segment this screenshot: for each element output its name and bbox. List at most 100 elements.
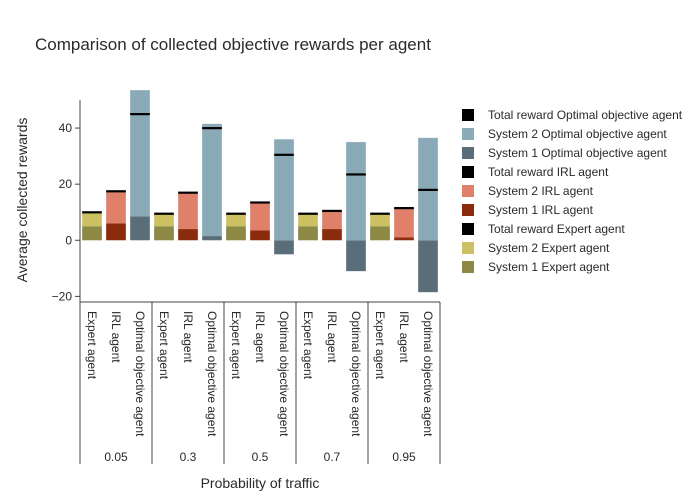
bar-system-1-optimal-objective-agent-0-5	[274, 240, 294, 255]
legend-swatch	[462, 147, 474, 159]
legend-label: System 1 Optimal objective agent	[488, 146, 667, 160]
x-tick-label: Expert agent	[229, 311, 243, 380]
legend-item-system-1-irl-agent[interactable]: System 1 IRL agent	[462, 203, 594, 217]
marker-total-reward-optimal-objective-agent-0-5	[274, 153, 294, 156]
bar-system-2-expert-agent-0-95	[370, 213, 390, 227]
bar-system-2-expert-agent-0-7	[298, 213, 318, 227]
legend-item-total-reward-optimal-objective-agent[interactable]: Total reward Optimal objective agent	[462, 108, 683, 122]
bar-system-2-optimal-objective-agent-0-7	[346, 142, 366, 241]
bar-system-1-optimal-objective-agent-0-95	[418, 240, 438, 293]
bar-system-1-optimal-objective-agent-0-3	[202, 236, 222, 241]
x-tick-label: Expert agent	[85, 311, 99, 380]
bar-system-2-optimal-objective-agent-0-3	[202, 123, 222, 237]
legend-label: System 1 Expert agent	[488, 260, 610, 274]
y-axis: −20 0 20 40	[52, 100, 81, 303]
bar-system-2-expert-agent-0-5	[226, 213, 246, 227]
bar-system-1-optimal-objective-agent-0-05	[130, 216, 150, 241]
bar-system-1-expert-agent-0-3	[154, 226, 174, 241]
bar-system-2-irl-agent-0-3	[178, 192, 198, 230]
group-label: 0.7	[324, 450, 341, 464]
marker-total-reward-expert-agent-0-3	[154, 212, 174, 215]
x-tick-label: Expert agent	[373, 311, 387, 380]
marker-total-reward-irl-agent-0-7	[322, 209, 342, 213]
bar-system-1-expert-agent-0-7	[298, 226, 318, 241]
bar-system-1-irl-agent-0-95	[394, 237, 414, 241]
x-tick-label: Optimal objective agent	[421, 311, 435, 437]
x-tick-label: IRL agent	[109, 311, 123, 363]
legend-swatch	[462, 223, 474, 235]
bar-system-1-irl-agent-0-7	[322, 229, 342, 241]
bar-system-2-irl-agent-0-7	[322, 210, 342, 230]
x-tick-label: Optimal objective agent	[133, 311, 147, 437]
marker-total-reward-expert-agent-0-5	[226, 212, 246, 215]
marker-total-reward-expert-agent-0-7	[298, 212, 318, 215]
legend-label: Total reward Expert agent	[488, 222, 625, 236]
marker-total-reward-irl-agent-0-05	[106, 190, 126, 193]
x-axis: Expert agent IRL agent Optimal objective a…	[79, 301, 441, 464]
chart-title: Comparison of collected objective reward…	[35, 35, 431, 54]
legend-item-total-reward-irl-agent[interactable]: Total reward IRL agent	[462, 165, 609, 179]
legend-swatch	[462, 128, 474, 140]
y-tick-label: −20	[52, 289, 73, 303]
bar-system-2-irl-agent-0-05	[106, 191, 126, 224]
legend-item-system-1-expert-agent[interactable]: System 1 Expert agent	[462, 260, 610, 274]
bar-system-1-optimal-objective-agent-0-7	[346, 240, 366, 272]
bar-system-2-irl-agent-0-5	[250, 202, 270, 231]
bar-system-2-irl-agent-0-95	[394, 208, 414, 238]
group-label: 0.95	[392, 450, 416, 464]
legend-label: System 1 IRL agent	[488, 203, 594, 217]
marker-total-reward-optimal-objective-agent-0-05	[130, 113, 150, 116]
legend-swatch	[462, 242, 474, 254]
marker-total-reward-irl-agent-0-95	[394, 207, 414, 210]
x-tick-label: Expert agent	[157, 311, 171, 380]
marker-total-reward-optimal-objective-agent-0-3	[202, 127, 222, 130]
y-tick-label: 20	[59, 177, 73, 191]
marker-total-reward-irl-agent-0-3	[178, 191, 198, 194]
legend-label: System 2 IRL agent	[488, 184, 594, 198]
legend-item-system-2-optimal-objective-agent[interactable]: System 2 Optimal objective agent	[462, 127, 667, 141]
x-tick-label: Optimal objective agent	[349, 311, 363, 437]
bar-system-1-irl-agent-0-5	[250, 230, 270, 241]
marker-total-reward-expert-agent-0-05	[82, 211, 102, 214]
group-label: 0.5	[252, 450, 269, 464]
legend-label: Total reward IRL agent	[488, 165, 609, 179]
legend-swatch	[462, 166, 474, 178]
x-tick-label: IRL agent	[397, 311, 411, 363]
bar-system-2-optimal-objective-agent-0-05	[130, 90, 150, 217]
bar-system-2-optimal-objective-agent-0-5	[274, 139, 294, 241]
legend-swatch	[462, 261, 474, 273]
legend-swatch	[462, 185, 474, 197]
x-tick-label: Expert agent	[301, 311, 315, 380]
x-tick-label: Optimal objective agent	[205, 311, 219, 437]
y-axis-label: Average collected rewards	[14, 118, 30, 283]
y-tick-label: 40	[59, 121, 73, 135]
bar-system-1-expert-agent-0-05	[82, 226, 102, 241]
legend-label: System 2 Optimal objective agent	[488, 127, 667, 141]
x-tick-label: Optimal objective agent	[277, 311, 291, 437]
bar-system-1-irl-agent-0-05	[106, 223, 126, 241]
legend-item-total-reward-expert-agent[interactable]: Total reward Expert agent	[462, 222, 625, 236]
legend-item-system-2-irl-agent[interactable]: System 2 IRL agent	[462, 184, 594, 198]
bar-system-1-expert-agent-0-95	[370, 226, 390, 241]
legend-item-system-2-expert-agent[interactable]: System 2 Expert agent	[462, 241, 610, 255]
legend-label: System 2 Expert agent	[488, 241, 610, 255]
plot-area	[82, 90, 438, 293]
legend-item-system-1-optimal-objective-agent[interactable]: System 1 Optimal objective agent	[462, 146, 667, 160]
x-axis-label: Probability of traffic	[201, 475, 320, 491]
bar-system-1-expert-agent-0-5	[226, 226, 246, 241]
legend[interactable]: Total reward Optimal objective agent Syst…	[462, 108, 683, 274]
x-tick-label: IRL agent	[181, 311, 195, 363]
bar-system-2-expert-agent-0-3	[154, 213, 174, 227]
legend-swatch	[462, 109, 474, 121]
x-tick-label: IRL agent	[325, 311, 339, 363]
bar-system-2-expert-agent-0-05	[82, 212, 102, 227]
group-label: 0.3	[180, 450, 197, 464]
group-label: 0.05	[104, 450, 128, 464]
marker-total-reward-optimal-objective-agent-0-7	[346, 173, 366, 176]
y-tick-label: 0	[65, 233, 72, 247]
marker-total-reward-optimal-objective-agent-0-95	[418, 188, 438, 191]
bar-system-1-irl-agent-0-3	[178, 229, 198, 241]
legend-swatch	[462, 204, 474, 216]
marker-total-reward-expert-agent-0-95	[370, 212, 390, 215]
